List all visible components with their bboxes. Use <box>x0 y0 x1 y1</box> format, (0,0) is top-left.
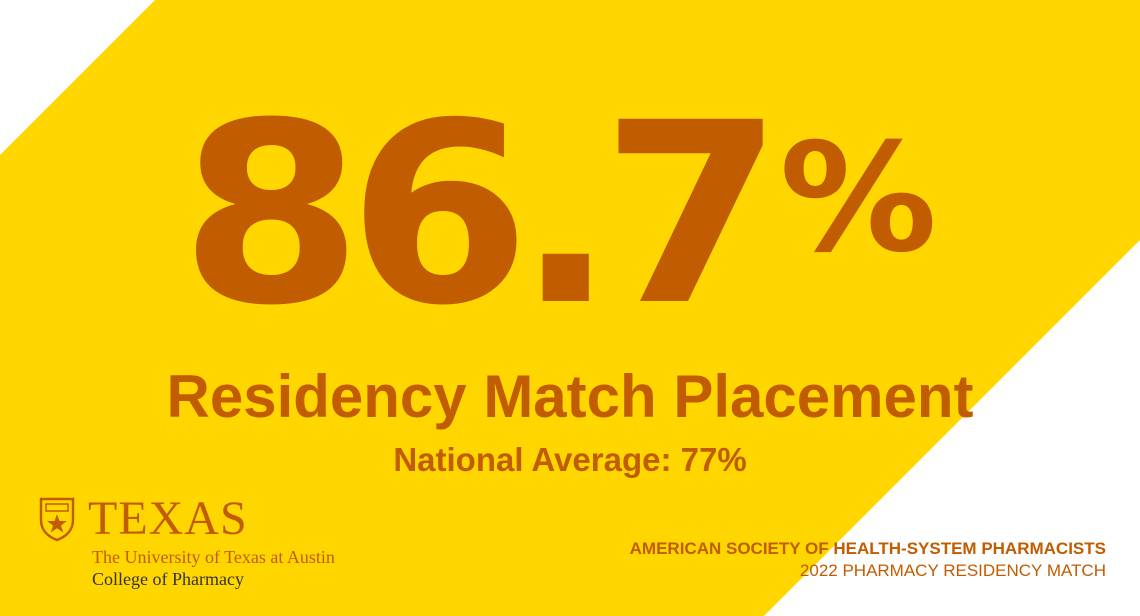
logo-wordmark: TEXAS <box>88 492 248 545</box>
source-event: 2022 PHARMACY RESIDENCY MATCH <box>799 561 1106 580</box>
percent-sign: % <box>779 112 938 286</box>
stat-container: 86.7% <box>180 80 960 350</box>
big-percentage: 86.7% <box>180 80 937 350</box>
stat-value: 86.7 <box>180 69 784 360</box>
university-name: The University of Texas at Austin <box>92 547 335 567</box>
subheadline: National Average: 77% <box>393 441 747 478</box>
source-credit: AMERICAN SOCIETY OF HEALTH-SYSTEM PHARMA… <box>630 538 1106 582</box>
shield-icon <box>39 497 75 542</box>
headline: Residency Match Placement <box>166 363 974 430</box>
college-name: College of Pharmacy <box>92 569 244 589</box>
ut-logo: TEXAS The University of Texas at Austin … <box>38 492 358 594</box>
source-organization: AMERICAN SOCIETY OF HEALTH-SYSTEM PHARMA… <box>629 539 1106 558</box>
